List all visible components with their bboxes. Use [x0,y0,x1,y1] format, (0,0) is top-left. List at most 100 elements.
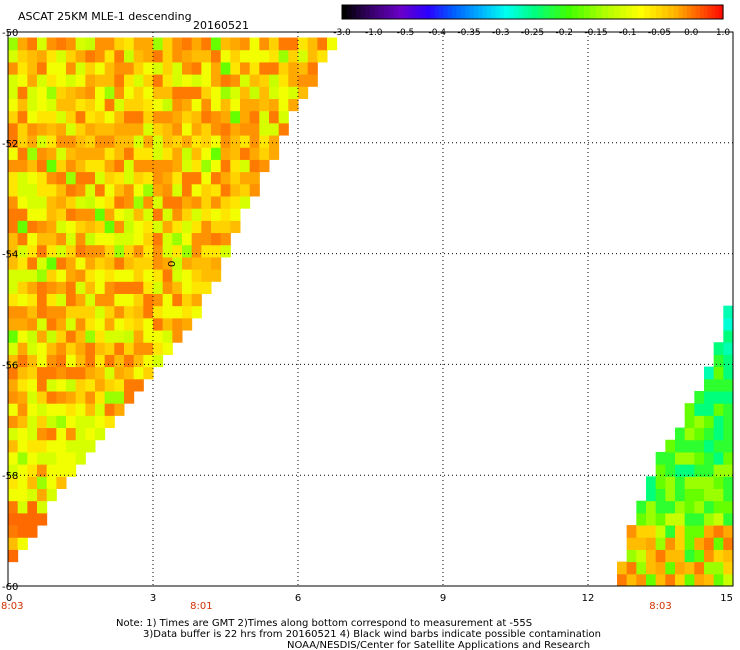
heatmap-cell [191,269,202,282]
heatmap-cell [269,110,280,124]
heatmap-cell [162,305,173,319]
heatmap-cell [104,244,115,258]
heatmap-cell [66,427,77,441]
heatmap-cell [75,135,86,148]
heatmap-cell [694,390,705,404]
heatmap-cell [230,61,241,75]
heatmap-cell [66,464,77,477]
heatmap-cell [182,244,193,258]
heatmap-cell [75,61,86,75]
heatmap-cell [8,415,19,429]
heatmap-cell [75,98,86,112]
heatmap-cell [317,49,328,63]
heatmap-cell [259,110,270,124]
heatmap-cell [723,378,733,392]
heatmap-cell [85,269,96,282]
heatmap-cell [723,439,733,453]
colorbar-swatch [434,5,440,19]
heatmap-cell [713,488,724,502]
heatmap-cell [162,183,173,197]
heatmap-cell [694,464,705,477]
heatmap-cell [133,49,144,63]
heatmap-cell [684,549,695,563]
colorbar-swatch [518,5,524,19]
heatmap-cell [162,135,173,148]
heatmap-cell [27,159,38,173]
heatmap-cell [713,354,724,368]
heatmap-cell [8,342,19,355]
colorbar-swatch [469,5,475,19]
heatmap-cell [191,49,202,63]
heatmap-cell [56,451,67,465]
heatmap-cell [95,37,106,51]
colorbar-swatch [614,5,621,19]
heatmap-cell [27,269,38,282]
heatmap-cell [46,378,57,392]
heatmap-cell [27,317,38,331]
heatmap-cell [75,415,86,429]
heatmap-cell [675,573,686,586]
heatmap-cell [46,366,57,380]
heatmap-cell [704,390,715,404]
heatmap-cell [191,256,202,270]
heatmap-cell [240,159,251,173]
time-label: 8:01 [190,601,212,612]
heatmap-cell [133,122,144,136]
heatmap-cell [37,232,48,246]
heatmap-cell [162,220,173,234]
heatmap-cell [694,439,705,453]
heatmap-cell [124,366,135,380]
heatmap-cell [56,354,67,368]
heatmap-cell [56,232,67,246]
heatmap-cell [617,573,628,586]
heatmap-cell [259,98,270,112]
colorbar-swatch [342,5,348,19]
heatmap-cell [153,244,164,258]
heatmap-cell [684,512,695,526]
heatmap-cell [230,98,241,112]
heatmap-cell [85,390,96,404]
heatmap-cell [17,500,28,514]
heatmap-cell [37,122,48,136]
heatmap-cell [153,98,164,112]
heatmap-cell [626,525,637,538]
heatmap-cell [143,342,154,355]
heatmap-cell [75,354,86,368]
colorbar-tick-label: 0.0 [684,28,699,38]
colorbar-swatch [465,5,470,19]
heatmap-cell [8,464,19,477]
heatmap-cell [56,427,67,441]
colorbar-tick-label: -0.3 [492,28,510,38]
heatmap-cell [8,49,19,63]
colorbar-swatch [452,5,457,19]
heatmap-cell [162,110,173,124]
heatmap-cell [124,159,135,173]
heatmap-cell [17,110,28,124]
x-tick-label: 15 [720,593,733,604]
heatmap-cell [66,195,77,209]
heatmap-cell [675,561,686,575]
heatmap-cell [75,366,86,380]
heatmap-cell [723,488,733,502]
heatmap-cell [46,269,57,282]
heatmap-cell [143,74,154,87]
heatmap-cell [8,135,19,148]
heatmap-cell [269,49,280,63]
heatmap-cell [162,37,173,51]
heatmap-cell [713,366,724,380]
heatmap-cell [85,183,96,197]
heatmap-cell [104,354,115,368]
heatmap-cell [124,122,135,136]
heatmap-cell [114,330,125,343]
heatmap-cell [114,269,125,282]
colorbar-swatch [700,5,705,19]
heatmap-cell [104,415,115,429]
heatmap-cell [704,500,715,514]
heatmap-cell [27,330,38,343]
heatmap-cell [85,330,96,343]
heatmap-cell [298,37,309,51]
heatmap-cell [85,317,96,331]
heatmap-cell [249,74,260,87]
heatmap-cell [220,159,231,173]
heatmap-cell [27,110,38,124]
